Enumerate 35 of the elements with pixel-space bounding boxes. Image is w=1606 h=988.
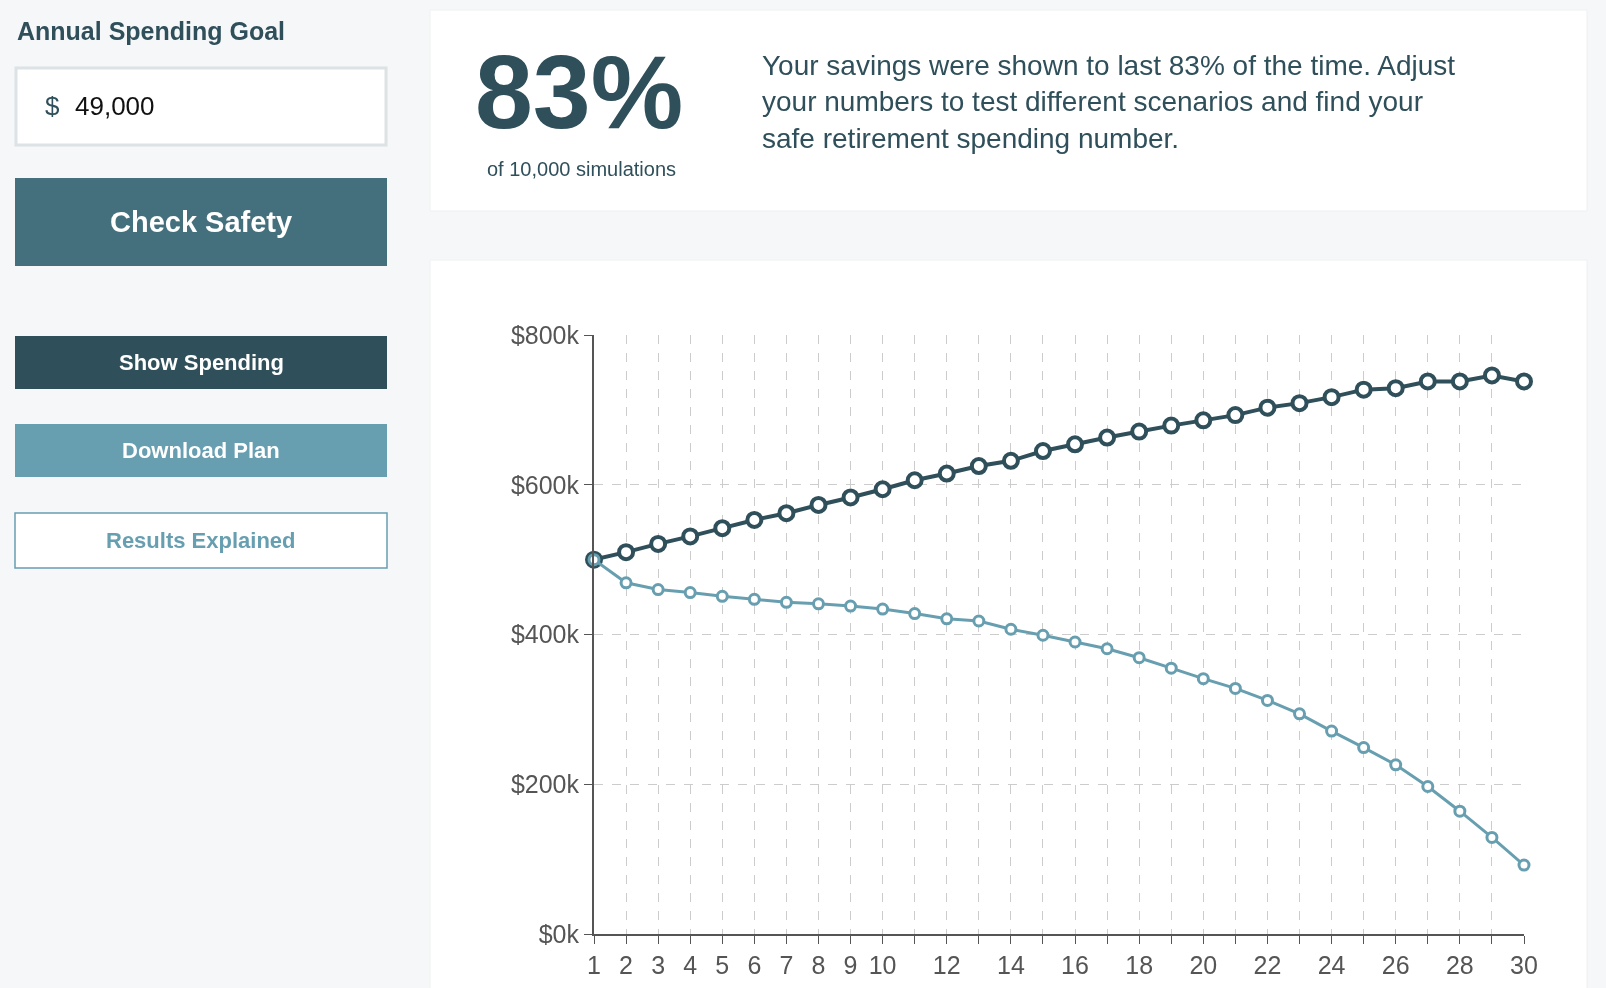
x-tick-label: 16 (1061, 951, 1089, 979)
x-tick-label: 1 (587, 951, 601, 979)
text: 49,000 (75, 91, 155, 121)
x-tick-label: 5 (715, 951, 730, 979)
y-tick-label: $0k (538, 919, 580, 948)
x-tick-label: 10 (868, 951, 897, 979)
text: of 10,000 simulations (487, 158, 677, 180)
x-tick-label: 18 (1125, 951, 1154, 979)
x-tick-label: 22 (1253, 951, 1282, 979)
x-tick-label: 20 (1189, 951, 1218, 979)
x-tick-label: 24 (1317, 951, 1346, 979)
y-tick-label: $200k (510, 770, 580, 798)
text: 83% (475, 34, 684, 150)
x-tick-label: 30 (1510, 951, 1538, 979)
x-tick-label: 2 (619, 951, 634, 979)
text: Download Plan (122, 438, 280, 463)
x-tick-label: 26 (1381, 951, 1410, 979)
x-tick-label: 12 (932, 951, 961, 979)
x-tick-label: 4 (683, 951, 698, 979)
text: Show Spending (119, 350, 284, 375)
x-tick-label: 8 (811, 951, 826, 979)
y-tick-label: $800k (510, 320, 580, 349)
x-tick-label: 7 (779, 951, 794, 979)
text: Results Explained (106, 528, 296, 553)
y-tick-label: $600k (510, 470, 580, 499)
x-tick-label: 28 (1445, 951, 1474, 979)
y-tick-label: $400k (510, 620, 580, 649)
text: $ (45, 91, 60, 121)
x-tick-label: 6 (747, 951, 762, 979)
x-tick-label: 9 (843, 951, 858, 979)
text: Annual Spending Goal (17, 17, 286, 45)
text: Check Safety (110, 206, 293, 238)
x-tick-label: 14 (996, 951, 1025, 979)
text: Your savings were shown to last 83% of the time. Adjust your numbers to test different scenarios and find your safe retirement spending number. (762, 50, 1456, 154)
x-tick-label: 3 (651, 951, 666, 979)
